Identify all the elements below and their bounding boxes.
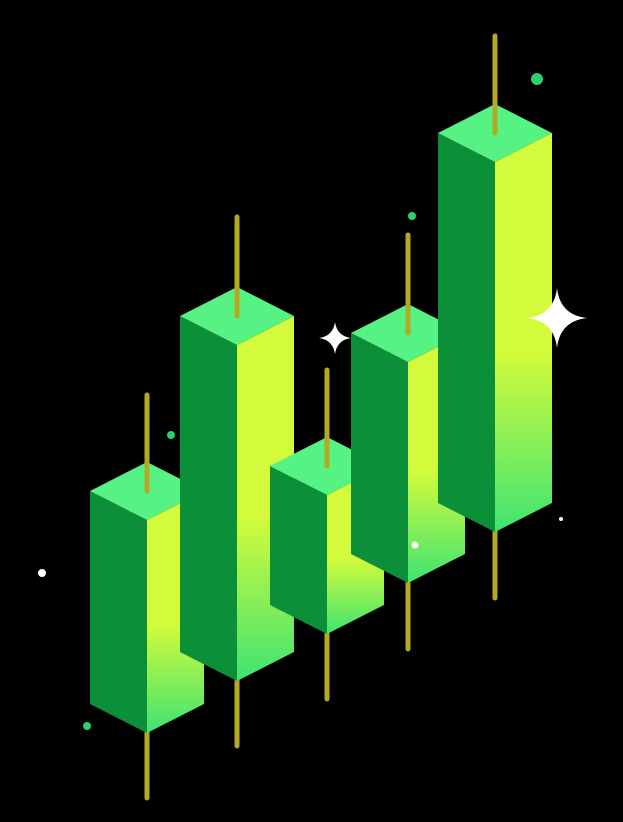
candle-left-face bbox=[351, 333, 408, 583]
sparkle-icon bbox=[527, 288, 587, 348]
candle-left-face bbox=[270, 466, 327, 634]
decor-dot bbox=[38, 569, 46, 577]
candle-right-face bbox=[495, 133, 552, 532]
candle-left-face bbox=[90, 491, 147, 733]
candle-5 bbox=[438, 33, 552, 601]
sparkle-icon bbox=[319, 322, 351, 354]
decor-dot bbox=[559, 517, 563, 521]
decor-dot bbox=[167, 431, 175, 439]
decor-dot bbox=[83, 722, 91, 730]
candle-2 bbox=[180, 214, 294, 749]
decor-dot bbox=[411, 541, 419, 549]
decor-dot bbox=[531, 73, 543, 85]
decor-dot bbox=[408, 212, 416, 220]
candle-left-face bbox=[438, 133, 495, 532]
candle-left-face bbox=[180, 316, 237, 681]
